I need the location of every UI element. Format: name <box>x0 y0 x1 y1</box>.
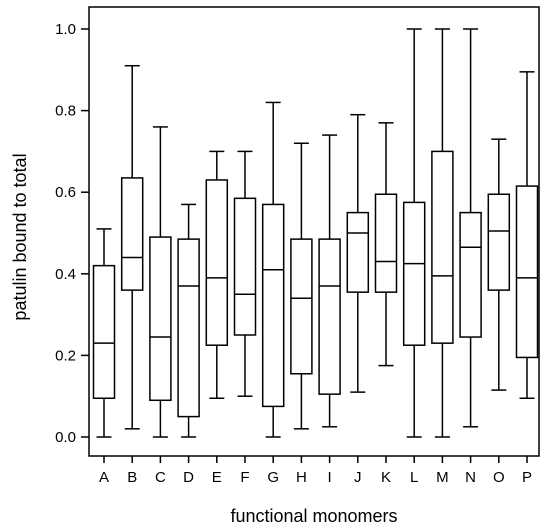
x-tick-label-i: I <box>328 469 332 486</box>
plot-frame <box>88 6 540 457</box>
y-axis: 0.0 0.2 0.4 0.6 0.8 1.0 <box>55 21 89 446</box>
box-m <box>431 28 454 438</box>
x-tick-label-o: O <box>493 469 505 486</box>
iqr-box-i <box>318 238 341 395</box>
iqr-box-j <box>346 211 370 293</box>
iqr-box-d <box>177 238 200 418</box>
box-p <box>515 71 539 399</box>
iqr-box-b <box>120 177 144 291</box>
x-tick-label-k: K <box>381 469 391 486</box>
iqr-box-p <box>515 185 539 359</box>
iqr-box-a <box>92 264 116 399</box>
box-j <box>346 113 370 393</box>
box-n <box>459 28 482 428</box>
x-tick-label-e: E <box>212 469 222 486</box>
iqr-box-f <box>233 197 257 336</box>
x-axis-label: functional monomers <box>230 506 397 526</box>
x-tick-label-h: H <box>296 469 307 486</box>
iqr-box-c <box>149 236 172 402</box>
boxes <box>92 28 539 438</box>
x-tick-label-f: F <box>240 469 249 486</box>
box-h <box>290 142 313 430</box>
x-tick-label-g: G <box>267 469 279 486</box>
y-tick-label-0: 0.0 <box>55 429 76 446</box>
x-tick-label-c: C <box>155 469 166 486</box>
box-f <box>233 150 257 397</box>
x-tick-label-b: B <box>127 469 137 486</box>
x-tick-label-d: D <box>183 469 194 486</box>
box-a <box>92 228 116 438</box>
x-tick-label-j: J <box>354 469 362 486</box>
x-tick-label-n: N <box>465 469 476 486</box>
iqr-box-o <box>487 193 511 291</box>
box-o <box>487 138 511 391</box>
iqr-box-e <box>205 179 229 346</box>
iqr-box-l <box>402 201 426 346</box>
box-i <box>318 134 341 428</box>
x-tick-label-a: A <box>99 469 109 486</box>
box-g <box>261 101 285 438</box>
iqr-box-g <box>261 203 285 408</box>
box-e <box>205 150 229 399</box>
x-tick-label-l: L <box>410 469 418 486</box>
iqr-box-n <box>459 211 482 338</box>
x-tick-label-m: M <box>436 469 449 486</box>
y-tick-label-2: 0.4 <box>55 266 76 283</box>
y-axis-label: patulin bound to total <box>10 153 30 320</box>
box-l <box>402 28 426 438</box>
iqr-box-k <box>374 193 398 293</box>
y-tick-label-5: 1.0 <box>55 21 76 38</box>
y-tick-label-3: 0.6 <box>55 184 76 201</box>
y-tick-label-1: 0.2 <box>55 347 76 364</box>
iqr-box-h <box>290 238 313 375</box>
box-c <box>149 126 172 438</box>
box-b <box>120 64 144 430</box>
y-tick-label-4: 0.8 <box>55 103 76 120</box>
box-d <box>177 203 200 438</box>
x-tick-label-p: P <box>522 469 532 486</box>
box-k <box>374 122 398 367</box>
iqr-box-m <box>431 150 454 344</box>
